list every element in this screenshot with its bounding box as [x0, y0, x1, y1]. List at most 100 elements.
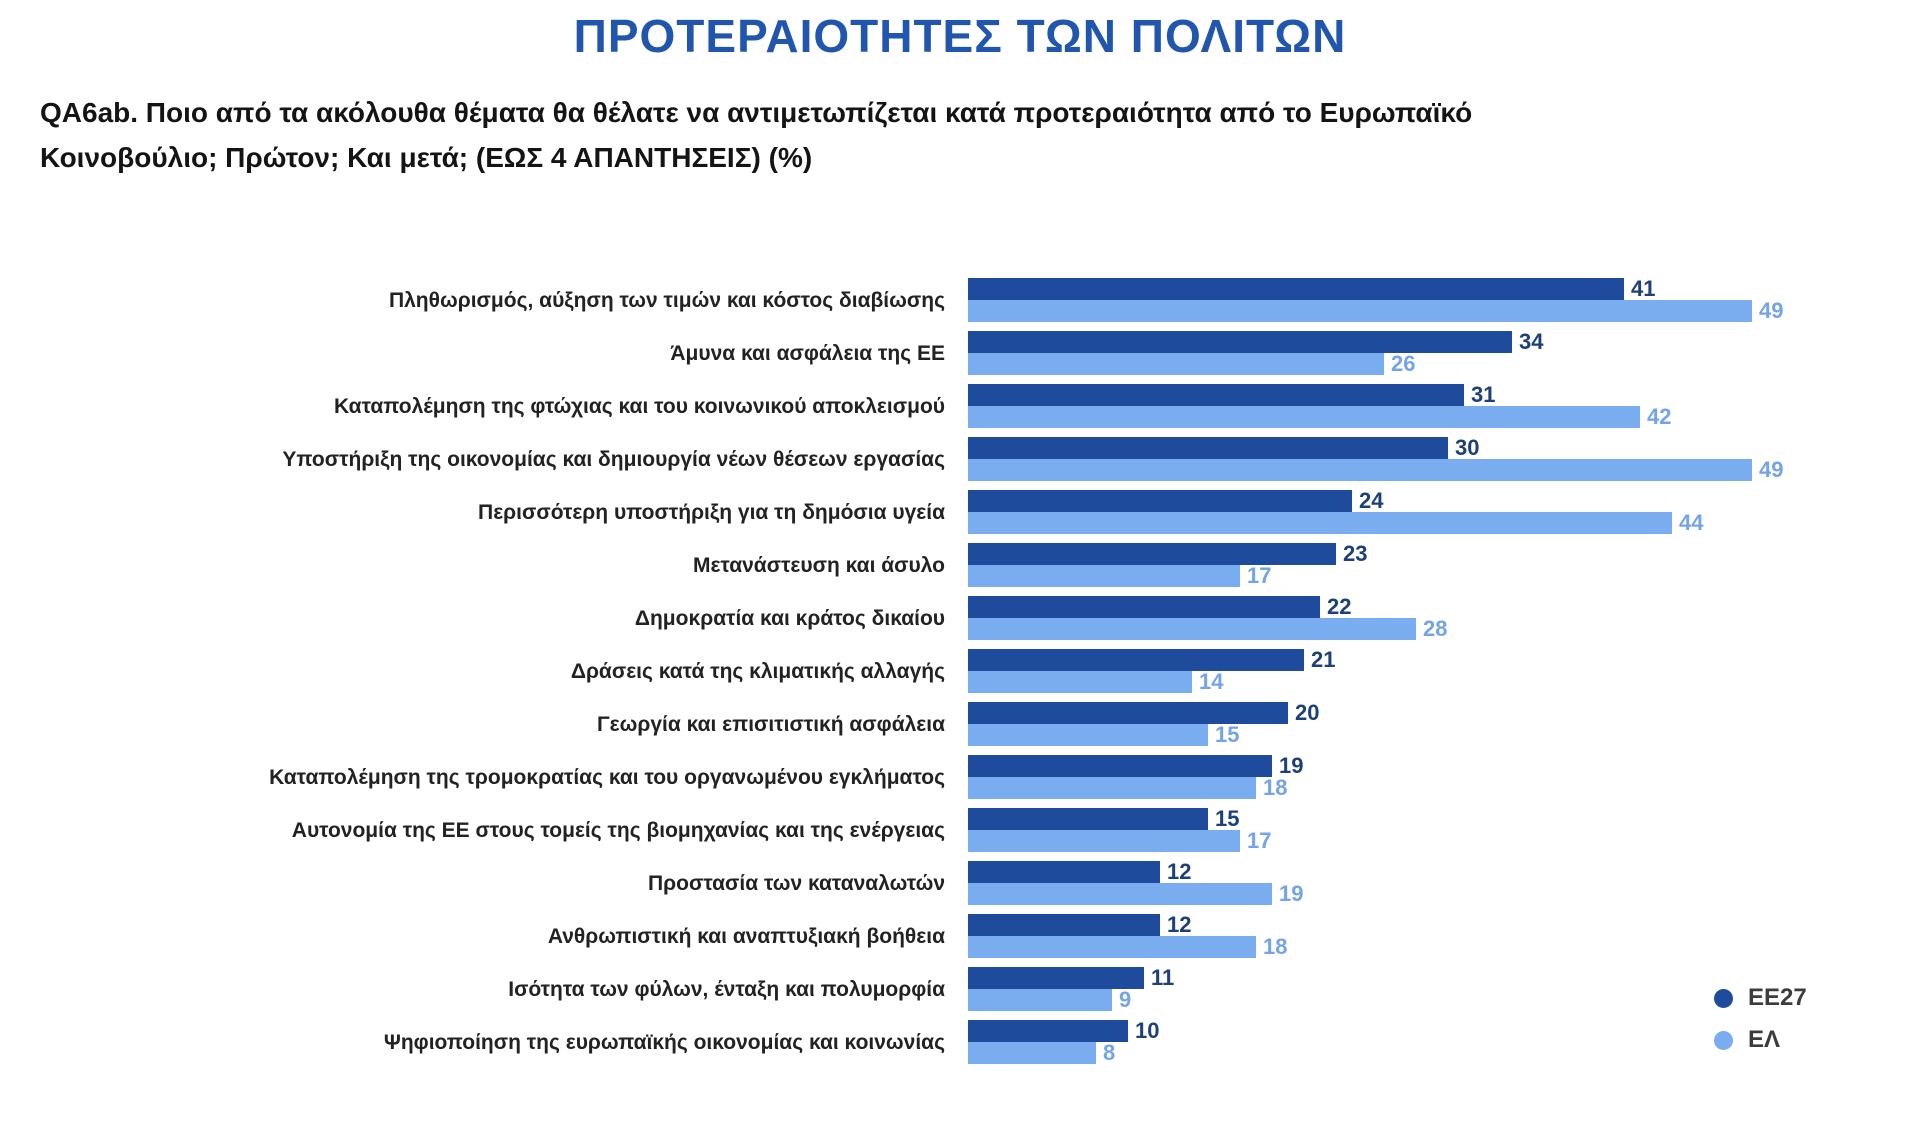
bar-ee27	[968, 914, 1160, 936]
priorities-bar-chart: Πληθωρισμός, αύξηση των τιμών και κόστος…	[0, 276, 1920, 1078]
category-label: Καταπολέμηση της φτώχιας και του κοινωνι…	[334, 394, 945, 418]
bar-ee27-line: 30	[968, 435, 1480, 460]
legend: ΕΕ27 ΕΛ	[1714, 984, 1807, 1054]
bar-el-line: 9	[968, 987, 1132, 1012]
bar-el	[968, 671, 1192, 693]
el-legend-label: ΕΛ	[1748, 1026, 1781, 1053]
bar-el	[968, 300, 1752, 322]
value-ee27: 10	[1135, 1018, 1160, 1043]
bar-ee27-line: 19	[968, 753, 1304, 778]
value-el: 8	[1103, 1040, 1116, 1065]
chart-row: Ανθρωπιστική και αναπτυξιακή βοήθεια 12 18	[0, 912, 1920, 967]
value-el: 26	[1391, 351, 1416, 376]
bar-ee27	[968, 649, 1304, 671]
bar-ee27	[968, 543, 1336, 565]
bar-ee27	[968, 755, 1272, 777]
bar-el	[968, 406, 1640, 428]
bar-el-line: 8	[968, 1040, 1116, 1065]
bar-ee27-line: 41	[968, 276, 1656, 301]
bar-el	[968, 989, 1112, 1011]
bar-el-line: 17	[968, 563, 1271, 588]
bar-ee27-line: 12	[968, 859, 1191, 884]
chart-row: Δημοκρατία και κράτος δικαίου 22 28	[0, 594, 1920, 649]
category-label: Ανθρωπιστική και αναπτυξιακή βοήθεια	[547, 924, 945, 948]
bar-ee27-line: 20	[968, 700, 1320, 725]
bar-ee27	[968, 861, 1160, 883]
category-label: Γεωργία και επισιτιστική ασφάλεια	[597, 712, 945, 736]
bar-el-line: 19	[968, 881, 1303, 906]
bar-ee27	[968, 384, 1464, 406]
value-el: 49	[1759, 298, 1784, 323]
category-label: Καταπολέμηση της τρομοκρατίας και του ορ…	[269, 765, 945, 789]
bar-ee27	[968, 967, 1144, 989]
value-el: 18	[1263, 934, 1288, 959]
bar-el-line: 14	[968, 669, 1224, 694]
chart-row: Περισσότερη υποστήριξη για τη δημόσια υγ…	[0, 488, 1920, 543]
category-label: Μετανάστευση και άσυλο	[692, 553, 945, 577]
bar-el	[968, 565, 1240, 587]
value-el: 14	[1199, 669, 1224, 694]
value-ee27: 11	[1151, 965, 1175, 990]
legend-item-el: ΕΛ	[1714, 1026, 1807, 1054]
value-ee27: 21	[1311, 647, 1336, 672]
category-label: Ισότητα των φύλων, ένταξη και πολυμορφία	[508, 977, 945, 1001]
value-ee27: 20	[1295, 700, 1320, 725]
bar-ee27-line: 23	[968, 541, 1368, 566]
value-el: 42	[1647, 404, 1672, 429]
chart-row: Πληθωρισμός, αύξηση των τιμών και κόστος…	[0, 276, 1920, 331]
ee27-legend-dot-icon	[1714, 988, 1733, 1008]
bar-el-line: 49	[968, 298, 1784, 323]
bar-el	[968, 618, 1416, 640]
bar-el-line: 17	[968, 828, 1271, 853]
bar-el	[968, 777, 1256, 799]
value-ee27: 12	[1167, 912, 1192, 937]
bar-el-line: 18	[968, 934, 1288, 959]
bar-ee27-line: 22	[968, 594, 1352, 619]
bar-el	[968, 353, 1384, 375]
bar-ee27	[968, 278, 1624, 300]
category-label: Δράσεις κατά της κλιματικής αλλαγής	[570, 659, 945, 683]
value-ee27: 24	[1359, 488, 1384, 513]
value-el: 9	[1119, 987, 1132, 1012]
bar-ee27-line: 15	[968, 806, 1239, 831]
bar-ee27-line: 12	[968, 912, 1192, 937]
bar-el	[968, 1042, 1096, 1064]
chart-row: Υποστήριξη της οικονομίας και δημιουργία…	[0, 435, 1920, 490]
value-ee27: 31	[1471, 382, 1496, 407]
bar-ee27-line: 24	[968, 488, 1384, 513]
bar-el	[968, 724, 1208, 746]
chart-row: Προστασία των καταναλωτών 12 19	[0, 859, 1920, 914]
bar-el-line: 28	[968, 616, 1448, 641]
bar-ee27-line: 21	[968, 647, 1336, 672]
page-title: ΠΡΟΤΕΡΑΙΟΤΗΤΕΣ ΤΩΝ ΠΟΛΙΤΩΝ	[573, 10, 1347, 62]
value-ee27: 19	[1279, 753, 1304, 778]
bar-el-line: 44	[968, 510, 1703, 535]
value-ee27: 30	[1455, 435, 1480, 460]
bar-ee27-line: 10	[968, 1018, 1160, 1043]
value-ee27: 23	[1343, 541, 1368, 566]
value-ee27: 22	[1327, 594, 1352, 619]
chart-row: Ισότητα των φύλων, ένταξη και πολυμορφία…	[0, 965, 1920, 1020]
bar-ee27	[968, 331, 1512, 353]
bar-el	[968, 830, 1240, 852]
bar-el	[968, 459, 1752, 481]
category-label: Ψηφιοποίηση της ευρωπαϊκής οικονομίας κα…	[383, 1030, 945, 1054]
category-label: Προστασία των καταναλωτών	[647, 871, 945, 895]
bar-ee27	[968, 1020, 1128, 1042]
bar-ee27-line: 11	[968, 965, 1175, 990]
bar-el-line: 15	[968, 722, 1239, 747]
category-label: Δημοκρατία και κράτος δικαίου	[634, 606, 945, 630]
bar-el	[968, 883, 1272, 905]
bar-el	[968, 512, 1672, 534]
value-ee27: 41	[1631, 276, 1656, 301]
question-text: QA6ab. Ποιο από τα ακόλουθα θέματα θα θέ…	[40, 97, 1473, 173]
bar-el-line: 18	[968, 775, 1287, 800]
chart-row: Καταπολέμηση της τρομοκρατίας και του ορ…	[0, 753, 1920, 808]
bar-ee27-line: 31	[968, 382, 1496, 407]
category-label: Υποστήριξη της οικονομίας και δημιουργία…	[282, 447, 945, 471]
value-el: 28	[1423, 616, 1448, 641]
bar-el-line: 26	[968, 351, 1416, 376]
bar-ee27	[968, 490, 1352, 512]
el-legend-dot-icon	[1714, 1030, 1733, 1050]
